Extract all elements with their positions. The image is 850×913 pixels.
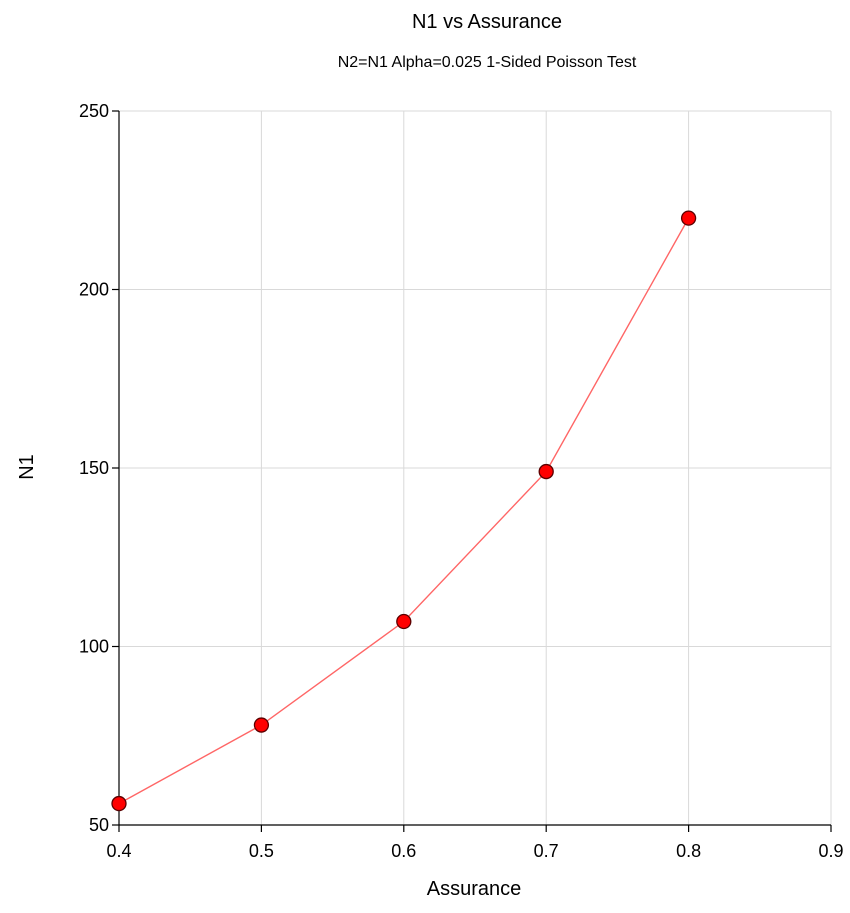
data-point	[396, 613, 412, 630]
x-tick-label: 0.6	[391, 841, 416, 861]
y-tick-label: 150	[79, 458, 109, 478]
x-tick-label: 0.4	[106, 841, 131, 861]
y-tick-label: 50	[89, 815, 109, 835]
data-point	[253, 717, 270, 733]
data-point	[680, 210, 697, 226]
chart-title: N1 vs Assurance	[412, 11, 562, 33]
y-tick-label: 250	[79, 101, 109, 121]
y-tick-label: 200	[79, 280, 109, 300]
x-tick-label: 0.5	[249, 841, 274, 861]
x-axis-label: Assurance	[427, 878, 522, 900]
y-tick-label: 100	[79, 637, 109, 657]
grid-layer	[119, 110, 832, 825]
data-point	[111, 795, 127, 812]
chart-subtitle: N2=N1 Alpha=0.025 1-Sided Poisson Test	[338, 54, 637, 71]
ticks-layer: 0.4 0.5 0.6 0.7 0.8 0.9 50 100 150 200 250	[79, 101, 844, 861]
x-tick-label: 0.9	[818, 841, 843, 861]
y-axis-label: N1	[16, 454, 38, 480]
x-tick-label: 0.7	[534, 841, 559, 861]
x-tick-label: 0.8	[676, 841, 701, 861]
points-layer	[111, 210, 697, 812]
data-point	[538, 463, 554, 480]
